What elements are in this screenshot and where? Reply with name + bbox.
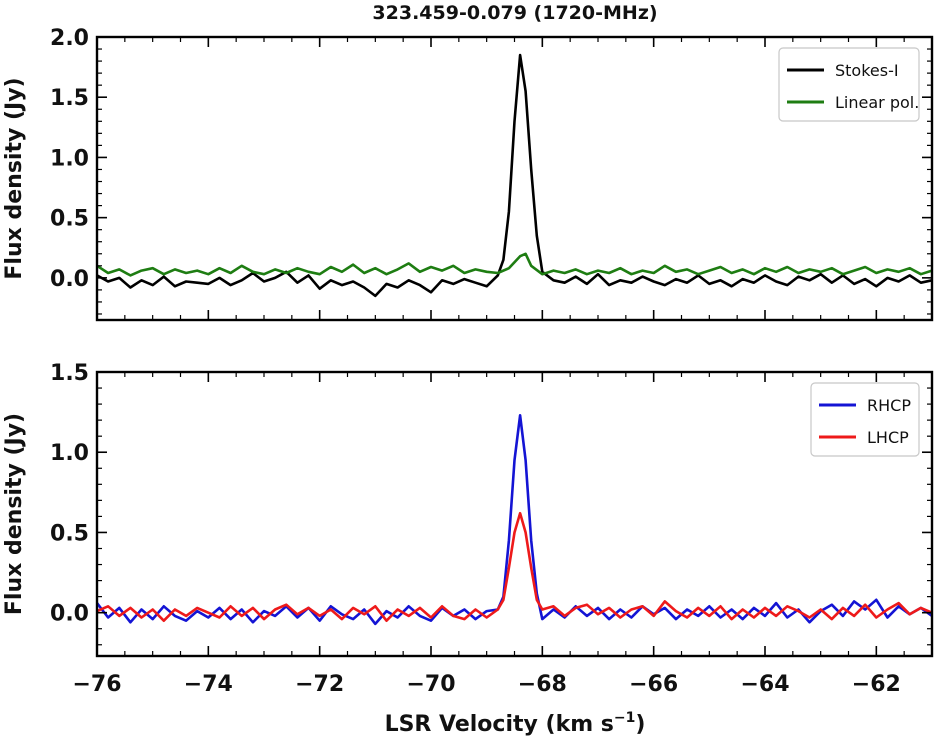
x-tick-label: −66 (629, 672, 678, 697)
legend-label: RHCP (867, 396, 911, 415)
y-tick-label: 0.5 (50, 521, 89, 546)
y-tick-label: 1.0 (50, 146, 89, 171)
top-panel: 0.0 0.5 1.0 1.5 2.0 Flux density (Jy) Stokes-I… (2, 26, 934, 322)
x-tick-label: −68 (518, 672, 567, 697)
y-tick-label: 0.0 (50, 267, 89, 292)
legend-label: Stokes-I (835, 61, 899, 80)
y-tick-label: 1.0 (50, 441, 89, 466)
y-tick-label: 1.5 (50, 361, 89, 386)
series-line-1-0 (95, 414, 933, 626)
x-tick-label: −70 (406, 672, 455, 697)
y-axis-label: Flux density (Jy) (2, 77, 27, 279)
series-line-0-0 (96, 53, 933, 298)
y-axis-label: Flux density (Jy) (2, 413, 27, 615)
x-axis-label-main: LSR Velocity (km s (385, 712, 614, 737)
x-axis-label-superscript: −1 (614, 710, 635, 726)
x-tick-label: −72 (295, 672, 344, 697)
bottom-panel: −76 −74 −72 −70 −68 −66 −64 −62 0.0 0.5 1.0 1.5 Flux… (2, 361, 934, 697)
x-axis-label: LSR Velocity (km s−1) (385, 710, 646, 737)
x-tick-label: −74 (184, 672, 233, 697)
x-tick-label: −76 (72, 672, 121, 697)
series-line-0-1 (96, 252, 933, 277)
y-tick-label: 2.0 (50, 26, 89, 51)
y-tick-label: 0.5 (50, 207, 89, 232)
figure-title: 323.459-0.079 (1720-MHz) (372, 2, 657, 24)
y-tick-label: 1.5 (50, 86, 89, 111)
x-tick-label: −64 (740, 672, 789, 697)
series-line-1-1 (96, 511, 933, 622)
legend-label: Linear pol. (835, 93, 919, 112)
legend-label: LHCP (867, 428, 909, 447)
x-tick-label: −62 (852, 672, 901, 697)
y-tick-label: 0.0 (50, 602, 89, 627)
x-axis-label-close: ) (635, 712, 645, 737)
